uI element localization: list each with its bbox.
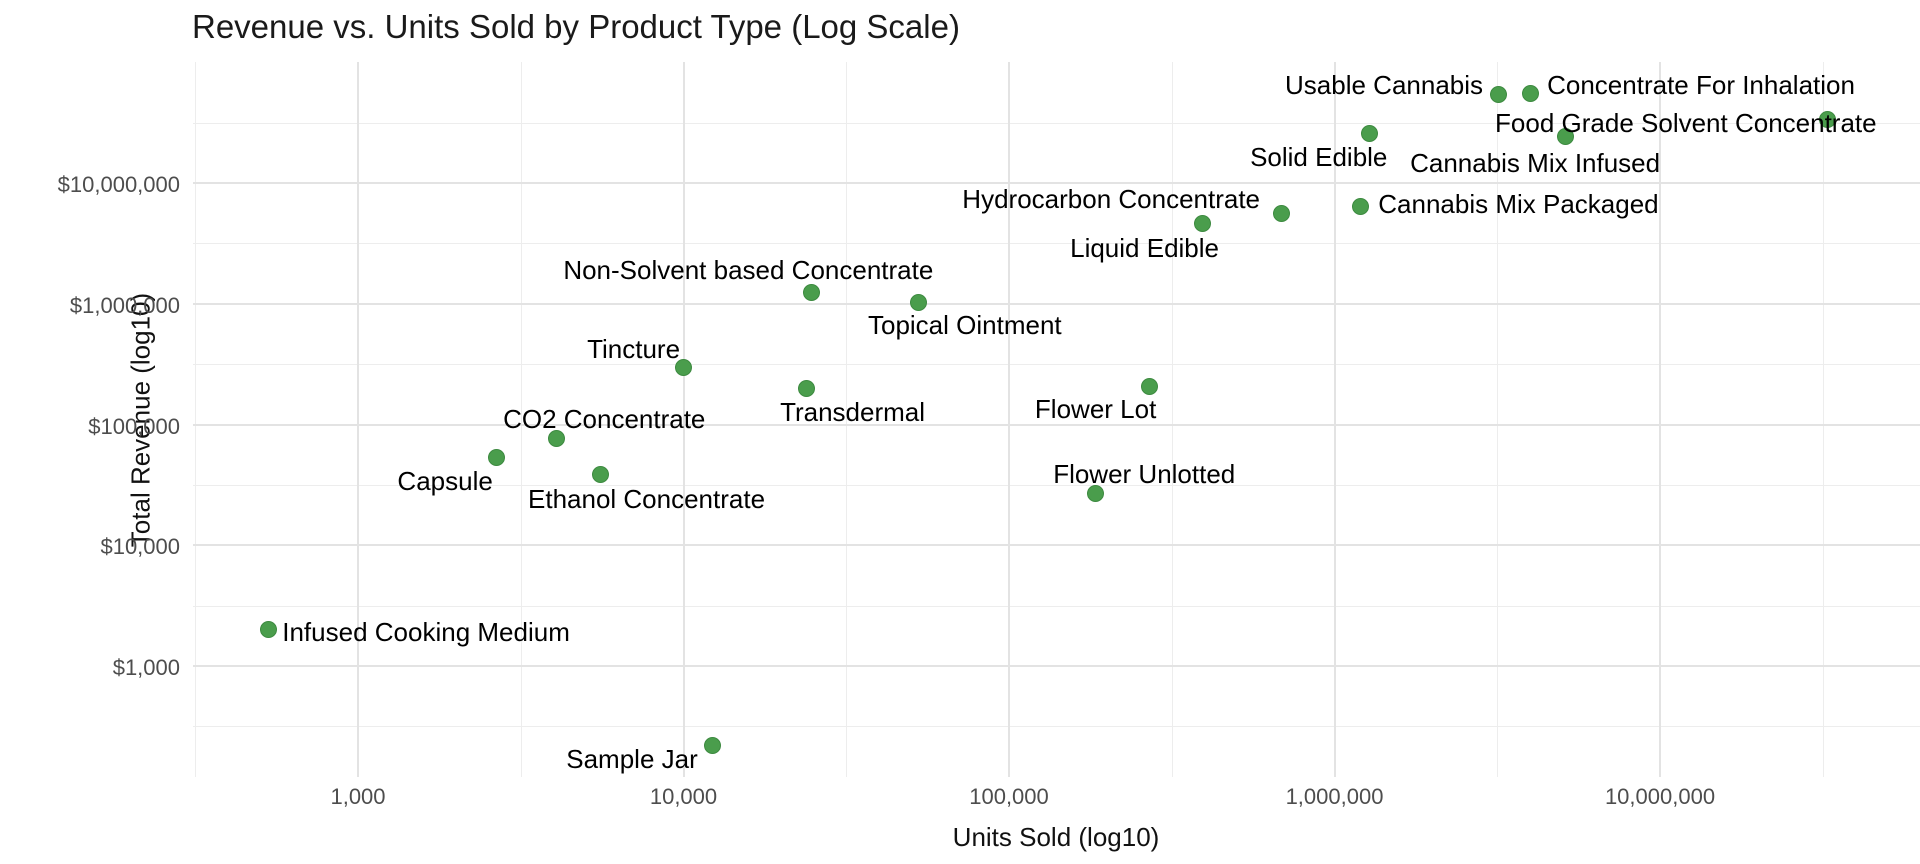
data-point — [1351, 198, 1369, 216]
x-tick-label: 1,000 — [330, 784, 386, 809]
x-minor-gridline — [520, 62, 522, 777]
point-label: Transdermal — [780, 397, 926, 428]
data-point — [1360, 125, 1378, 143]
data-point — [1193, 215, 1211, 233]
point-label: Food Grade Solvent Concentrate — [1495, 107, 1877, 138]
y-tick-label: $1,000 — [112, 655, 180, 680]
x-tick-label: 1,000,000 — [1285, 784, 1384, 809]
y-major-gridline — [193, 182, 1920, 184]
x-axis-title: Units Sold (log10) — [952, 822, 1160, 852]
y-minor-gridline — [193, 122, 1920, 124]
data-point — [259, 621, 277, 639]
x-minor-gridline — [1497, 62, 1499, 777]
data-point — [1556, 127, 1574, 145]
point-label: Capsule — [397, 465, 493, 496]
point-label: CO2 Concentrate — [503, 404, 706, 434]
y-tick-label: $10,000 — [100, 534, 180, 560]
point-label: Flower Unlotted — [1053, 458, 1236, 489]
y-tick-label: $1,000,000 — [69, 292, 180, 318]
point-label: Usable Cannabis — [1285, 69, 1484, 100]
y-minor-gridline — [193, 364, 1920, 366]
x-tick-label: 10,000,000 — [1604, 784, 1716, 809]
data-point — [802, 284, 820, 302]
point-label: Infused Cooking Medium — [282, 616, 570, 647]
point-label: Hydrocarbon Concentrate — [962, 183, 1261, 214]
y-tick-label: $100,000 — [88, 413, 180, 439]
x-minor-gridline — [195, 62, 197, 777]
point-label: Topical Ointment — [867, 310, 1062, 341]
y-major-gridline — [193, 302, 1920, 305]
y-minor-gridline — [193, 726, 1920, 728]
data-point — [674, 359, 692, 377]
x-major-gridline — [682, 62, 685, 777]
data-point — [910, 293, 928, 311]
point-label: Sample Jar — [566, 743, 698, 774]
x-major-gridline — [1333, 62, 1336, 777]
data-point — [1818, 111, 1836, 129]
y-major-gridline — [193, 423, 1920, 426]
y-minor-gridline — [193, 484, 1920, 486]
x-major-gridline — [357, 62, 359, 777]
x-minor-gridline — [846, 62, 848, 777]
y-tick-label: $10,000,000 — [57, 172, 180, 197]
point-label: Flower Lot — [1034, 394, 1157, 425]
data-point — [704, 737, 722, 755]
point-label: Solid Edible — [1250, 141, 1388, 172]
data-point — [1086, 485, 1104, 503]
y-major-gridline — [193, 544, 1920, 547]
data-point — [1141, 377, 1159, 395]
data-point — [1272, 205, 1290, 223]
point-label: Liquid Edible — [1070, 232, 1219, 263]
point-label: Ethanol Concentrate — [528, 483, 766, 514]
y-minor-gridline — [193, 605, 1920, 607]
x-tick-label: 10,000 — [649, 784, 718, 809]
y-major-gridline — [193, 665, 1920, 667]
data-point — [488, 449, 506, 467]
point-label: Concentrate For Inhalation — [1547, 69, 1855, 100]
x-minor-gridline — [1822, 62, 1824, 777]
data-point — [1521, 85, 1539, 103]
data-point — [797, 379, 815, 397]
y-minor-gridline — [193, 243, 1920, 245]
x-tick-label: 100,000 — [969, 784, 1049, 809]
data-point — [591, 466, 609, 484]
data-point — [1489, 86, 1507, 104]
point-label: Tincture — [587, 333, 681, 364]
x-major-gridline — [1659, 62, 1661, 777]
x-major-gridline — [1008, 62, 1010, 777]
data-point — [547, 429, 565, 447]
point-label: Cannabis Mix Infused — [1410, 148, 1661, 178]
point-label: Non-Solvent based Concentrate — [563, 254, 934, 285]
point-label: Cannabis Mix Packaged — [1378, 188, 1659, 219]
x-minor-gridline — [1171, 62, 1173, 777]
chart-title: Revenue vs. Units Sold by Product Type (… — [192, 8, 960, 45]
